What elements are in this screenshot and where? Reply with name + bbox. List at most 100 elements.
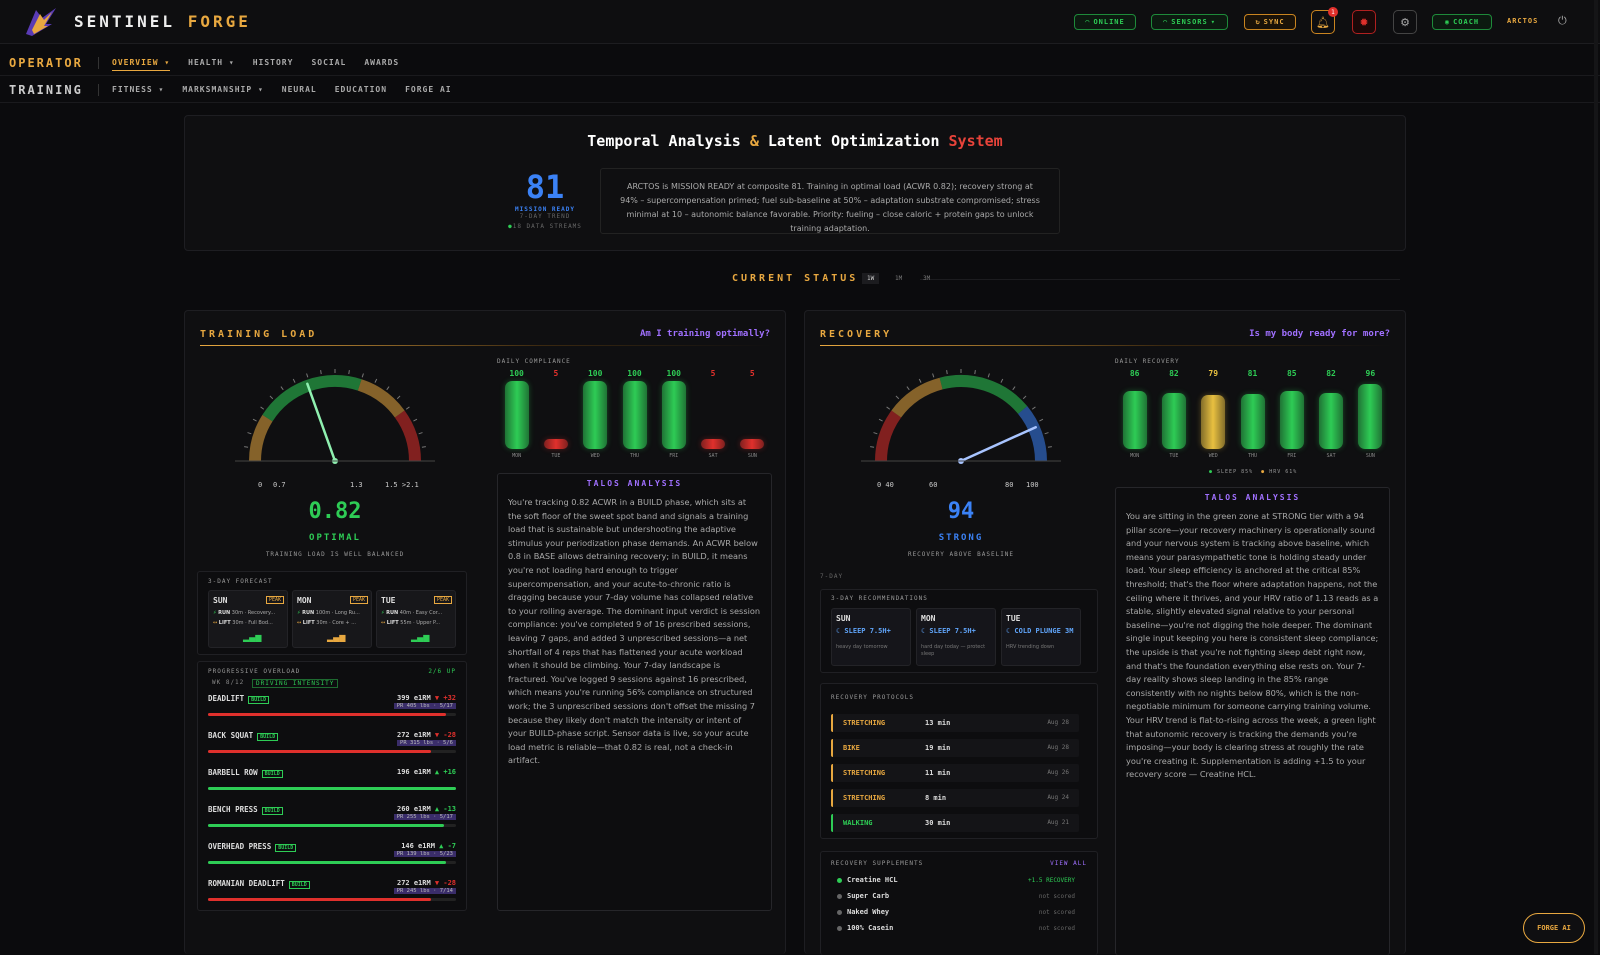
power-icon[interactable]: ⏻ [1558, 14, 1567, 27]
bar-value-label: 81 [1247, 369, 1258, 378]
recommendations-box: 3-DAY RECOMMENDATIONS SUN ☾ SLEEP 7.5H+ he… [820, 589, 1098, 673]
forecast-day[interactable]: TUE PEAK ⚡ RUN 40m · Easy Cor... ↔ LIFT 55m… [376, 590, 456, 648]
gauge-tick: 0 [258, 481, 263, 489]
lift-progress-fill [208, 898, 432, 901]
nav-overview[interactable]: OVERVIEW ▾ [112, 58, 171, 71]
acwr-status: OPTIMAL [309, 533, 361, 543]
protocol-row[interactable]: WALKING 30 min Aug 21 [831, 814, 1079, 832]
notifications-button[interactable]: 🔔︎ 1 [1311, 7, 1338, 34]
top-bar: SENTINEL FORGE ◠ ONLINE ◠ SENSORS ▾ ↻ SYNC 🔔… [0, 0, 1600, 44]
recommendation-day: SUN [836, 614, 851, 623]
gauge-tick: 80 [1005, 481, 1014, 489]
supplement-row[interactable]: Super Carb not scored [831, 890, 1079, 904]
nav-forge-ai[interactable]: FORGE AI [405, 85, 452, 94]
recommendation-card[interactable]: SUN ☾ SLEEP 7.5H+ heavy day tomorrow [831, 608, 911, 666]
lift-row[interactable]: ROMANIAN DEADLIFT BUILD 272 e1RM ▼ -28 PR 2… [208, 879, 456, 913]
gauge-tick-mark [247, 432, 252, 435]
lift-row[interactable]: BENCH PRESS BUILD 260 e1RM ▲ -13 PR 255 lbs… [208, 805, 456, 839]
supplement-row[interactable]: Creatine HCL +1.5 RECOVERY [831, 874, 1079, 888]
lift-row[interactable]: DEADLIFT BUILD 399 e1RM ▼ +32 PR 405 lbs · … [208, 694, 456, 728]
forge-logo-icon[interactable] [22, 6, 60, 38]
recommendation-note: hard day today — protect sleep [921, 644, 986, 657]
user-name[interactable]: ARCTOS [1507, 17, 1539, 25]
lift-row[interactable]: OVERHEAD PRESS BUILD 146 e1RM ▲ -7 PR 139 l… [208, 842, 456, 876]
recommendation-card[interactable]: MON ☾ SLEEP 7.5H+ hard day today — protect… [916, 608, 996, 666]
nav-health[interactable]: HEALTH ▾ [188, 58, 235, 67]
nav-neural[interactable]: NEURAL [281, 85, 317, 94]
protocol-row[interactable]: STRETCHING 8 min Aug 24 [831, 789, 1079, 807]
gear-icon: ⚙ [1400, 15, 1410, 29]
nav-social[interactable]: SOCIAL [311, 58, 347, 67]
forecast-day[interactable]: SUN PEAK ⚡ RUN 30m · Recovery... ↔ LIFT 30m… [208, 590, 288, 648]
forecast-day-name: MON [297, 596, 312, 605]
mission-score: 81 MISSION READY 7-DAY TREND ●18 DATA ST… [505, 168, 585, 230]
lift-value: 260 e1RM ▲ -13 [396, 805, 456, 813]
training-load-title: TRAINING LOAD [200, 329, 318, 340]
protocol-row[interactable]: BIKE 19 min Aug 28 [831, 739, 1079, 757]
protocol-date: Aug 21 [1047, 819, 1069, 826]
training-question-link[interactable]: Am I training optimally? [639, 329, 770, 339]
protocol-row[interactable]: STRETCHING 11 min Aug 26 [831, 764, 1079, 782]
sensors-dropdown[interactable]: ◠ SENSORS ▾ [1151, 14, 1228, 30]
settings-button[interactable]: ⚙ [1393, 10, 1417, 34]
lift-name: BACK SQUAT BUILD [208, 731, 279, 741]
forecast-day-name: SUN [213, 596, 228, 605]
recovery-question-link[interactable]: Is my body ready for more? [1249, 329, 1390, 339]
current-status-label: CURRENT STATUS [732, 273, 859, 284]
bell-icon: 🔔︎ [1316, 15, 1330, 29]
gauge-zone [357, 379, 405, 418]
coach-button[interactable]: ◉ COACH [1432, 14, 1492, 30]
acwr-caption: TRAINING LOAD IS WELL BALANCED [265, 551, 405, 558]
supplement-name: 100% Casein [847, 924, 894, 932]
bar-day-label: SUN [1365, 453, 1375, 459]
lift-phase-tag: BUILD [275, 844, 297, 852]
lift-row[interactable]: BACK SQUAT BUILD 272 e1RM ▼ -28 PR 315 lbs … [208, 731, 456, 765]
bar-value-label: 79 [1208, 369, 1219, 378]
range-tab-1m[interactable]: 1M [895, 275, 903, 282]
lift-pr: PR 139 lbs · 5/23 [393, 851, 456, 857]
gauge-zone [394, 410, 421, 462]
lift-progress-fill [208, 861, 447, 864]
alert-button[interactable]: ✹ [1352, 10, 1376, 34]
nav-education[interactable]: EDUCATION [334, 85, 388, 94]
chart-legend: ● SLEEP 85% ● HRV 61% [1209, 469, 1298, 475]
gauge-tick-mark [396, 395, 401, 400]
mission-score-label: MISSION READY [515, 206, 575, 213]
supplement-name: Naked Whey [847, 908, 890, 916]
supplement-score: not scored [1038, 893, 1075, 900]
lift-row[interactable]: BARBELL ROW BUILD 196 e1RM ▲ +16 [208, 768, 456, 802]
status-dot [837, 910, 842, 915]
gauge-tick-mark [1039, 418, 1044, 422]
recommendations-title: 3-DAY RECOMMENDATIONS [831, 595, 928, 602]
view-all-link[interactable]: VIEW ALL [1050, 860, 1087, 867]
forecast-tag: PEAK [265, 596, 284, 604]
protocol-date: Aug 26 [1047, 769, 1069, 776]
protocol-duration: 13 min [925, 719, 951, 727]
supplement-row[interactable]: 100% Casein not scored [831, 922, 1079, 936]
bar [504, 381, 529, 449]
online-status-pill[interactable]: ◠ ONLINE [1074, 14, 1136, 30]
supplement-name: Super Carb [847, 892, 890, 900]
recommendation-card[interactable]: TUE ☾ COLD PLUNGE 3M HRV trending down [1001, 608, 1081, 666]
range-tab-1w[interactable]: 1W [862, 273, 880, 284]
signal-icon: ◠ [1163, 18, 1169, 26]
protocol-row[interactable]: STRETCHING 13 min Aug 28 [831, 714, 1079, 732]
nav-history[interactable]: HISTORY [252, 58, 294, 67]
forge-ai-button[interactable]: FORGE AI [1523, 913, 1585, 943]
supplement-row[interactable]: Naked Whey not scored [831, 906, 1079, 920]
supplement-name: Creatine HCL [847, 876, 898, 884]
supplement-score: not scored [1038, 909, 1075, 916]
lift-progress-track [208, 861, 456, 864]
nav-marksmanship[interactable]: MARKSMANSHIP ▾ [182, 85, 264, 94]
gauge-zone [1017, 406, 1047, 462]
gauge-tick-mark [292, 378, 296, 383]
protocol-date: Aug 24 [1047, 794, 1069, 801]
app-brand: SENTINEL FORGE [74, 12, 251, 31]
scrollbar[interactable] [1594, 0, 1598, 954]
forecast-day[interactable]: MON PEAK ⚡ RUN 100m · Long Ru... ↔ LIFT 30m… [292, 590, 372, 648]
nav-fitness[interactable]: FITNESS ▾ [112, 85, 165, 94]
nav-awards[interactable]: AWARDS [364, 58, 400, 67]
range-tab-3m[interactable]: 3M [923, 275, 931, 282]
bar [1240, 393, 1265, 449]
sync-button[interactable]: ↻ SYNC [1244, 14, 1296, 30]
